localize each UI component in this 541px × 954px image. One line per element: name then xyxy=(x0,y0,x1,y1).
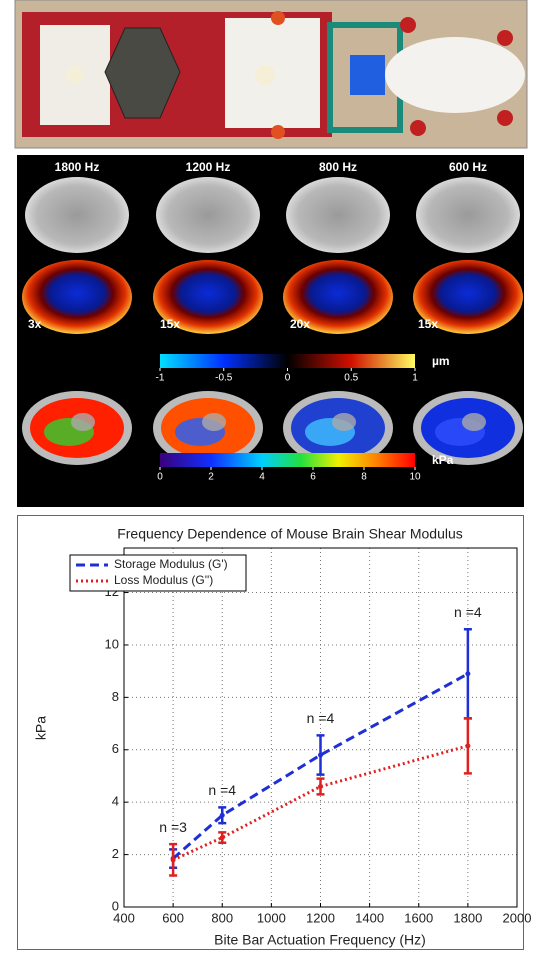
magnitude-image xyxy=(25,177,129,253)
screw xyxy=(400,17,416,33)
mri-images: 1800 Hz 1200 Hz 800 Hz 600 Hz 3x 15x 20x 15x -1 -… xyxy=(22,160,523,483)
x-tick-label: 400 xyxy=(113,910,135,925)
x-tick-label: 1600 xyxy=(404,910,433,925)
chart-title: Frequency Dependence of Mouse Brain Shea… xyxy=(117,526,463,542)
x-tick-label: 1200 xyxy=(306,910,335,925)
x-tick-label: 1400 xyxy=(355,910,384,925)
amplification-label: 15x xyxy=(160,317,180,331)
amplification-label: 3x xyxy=(28,317,42,331)
x-tick-label: 600 xyxy=(162,910,184,925)
stiffness-patch xyxy=(71,413,95,431)
photo xyxy=(14,0,528,149)
data-point xyxy=(318,783,323,789)
y-tick-label: 10 xyxy=(105,636,119,651)
blue-bar xyxy=(350,55,385,95)
screw xyxy=(271,125,285,139)
data-point xyxy=(170,857,176,863)
legend-label: Storage Modulus (G') xyxy=(114,557,228,571)
x-tick-label: 2000 xyxy=(503,910,532,925)
data-point xyxy=(465,671,471,677)
y-tick-label: 2 xyxy=(112,846,119,861)
data-point xyxy=(465,743,471,749)
data-point xyxy=(219,835,225,841)
legend-box xyxy=(69,554,247,592)
wave-image xyxy=(413,260,523,334)
x-axis-label: Bite Bar Actuation Frequency (Hz) xyxy=(214,932,426,948)
y-tick-label: 4 xyxy=(112,794,119,809)
screw xyxy=(497,110,513,126)
magnitude-image xyxy=(416,177,520,253)
colorbar xyxy=(160,453,415,467)
y-axis-label: kPa xyxy=(33,716,49,740)
magnitude-image xyxy=(286,177,390,253)
y-tick-label: 8 xyxy=(112,689,119,704)
colorbar-tick-label: -1 xyxy=(156,373,165,384)
amplification-label: 20x xyxy=(290,317,310,331)
stiffness-patch xyxy=(202,413,226,431)
colorbar-tick-label: 1 xyxy=(412,373,418,384)
colorbar-tick-label: 4 xyxy=(259,472,265,483)
legend: Storage Modulus (G') Loss Modulus (G'') xyxy=(69,554,247,592)
colorbar-unit: kPa xyxy=(432,453,454,467)
amplification-label: 15x xyxy=(418,317,438,331)
frequency-label: 800 Hz xyxy=(319,160,357,174)
knob xyxy=(255,65,275,85)
colorbar-tick-label: 0 xyxy=(157,472,163,483)
colorbar xyxy=(160,354,415,368)
annotation: n =4 xyxy=(208,782,236,798)
wave-image xyxy=(283,260,393,334)
wave-image xyxy=(22,260,132,334)
frequency-label: 1200 Hz xyxy=(186,160,231,174)
colorbar-tick-label: 10 xyxy=(409,472,421,483)
colorbar-tick-label: 6 xyxy=(310,472,316,483)
mouse xyxy=(385,37,525,113)
data-point xyxy=(219,812,225,818)
knob xyxy=(66,66,84,84)
magnitude-image xyxy=(156,177,260,253)
series-line xyxy=(172,672,469,860)
plot-frame xyxy=(123,547,518,908)
holder xyxy=(104,27,181,119)
frequency-label: 1800 Hz xyxy=(55,160,100,174)
x-tick-label: 1800 xyxy=(453,910,482,925)
colorbar-tick-label: 0.5 xyxy=(344,373,358,384)
colorbar-unit: µm xyxy=(432,354,450,368)
legend-label: Loss Modulus (G'') xyxy=(114,573,213,587)
colorbar-tick-label: 8 xyxy=(361,472,367,483)
wave-image xyxy=(153,260,263,334)
series-line xyxy=(172,744,469,862)
stiffness-patch xyxy=(462,413,486,431)
annotation: n =4 xyxy=(307,710,335,726)
colorbar-tick-label: 0 xyxy=(285,373,291,384)
plot: 400 600 800 1000 1200 1400 1600 1800 2000 0 2 4 6 8 10… xyxy=(69,547,532,925)
x-tick-label: 1000 xyxy=(257,910,286,925)
x-tick-label: 800 xyxy=(211,910,233,925)
frequency-label: 600 Hz xyxy=(449,160,487,174)
screw xyxy=(497,30,513,46)
colorbar-tick-label: 2 xyxy=(208,472,214,483)
annotation: n =4 xyxy=(454,604,482,620)
y-tick-label: 6 xyxy=(112,741,119,756)
annotation: n =3 xyxy=(159,819,187,835)
stiffness-patch xyxy=(332,413,356,431)
screw xyxy=(271,11,285,25)
colorbar-tick-label: -0.5 xyxy=(215,373,233,384)
y-tick-label: 0 xyxy=(112,898,119,913)
data-point xyxy=(318,752,323,758)
screw xyxy=(410,120,426,136)
